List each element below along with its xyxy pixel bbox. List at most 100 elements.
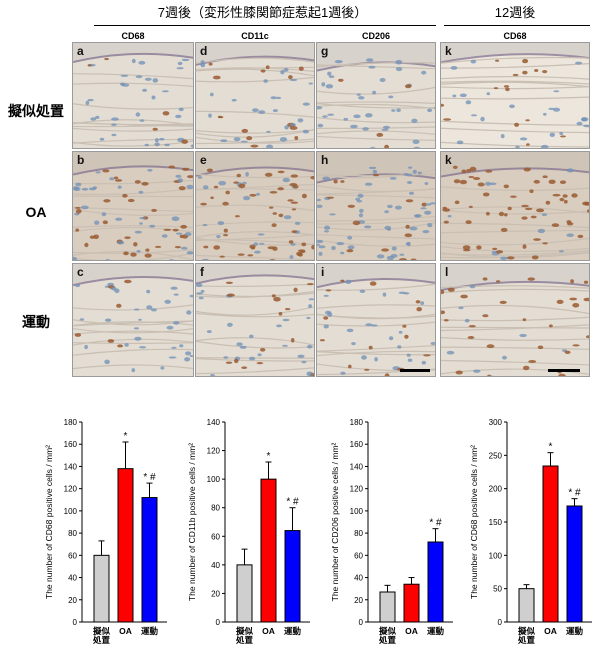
panel-letter: i <box>321 265 325 279</box>
chart-cd68-12w: 0 50 100 150 200 250 300 The number of CD68 pos… <box>469 418 592 645</box>
row-label-oa: OA <box>25 204 47 220</box>
column-label-cd11c: CD11c <box>241 31 269 41</box>
scale-bar-12w <box>548 369 580 372</box>
bar-exercise <box>284 530 301 623</box>
micrograph-cd11c-sham: d <box>195 42 315 149</box>
micrograph-cd206-exercise: i <box>316 263 436 377</box>
category-label-exercise: 運動 <box>566 626 584 636</box>
category-label-sham: 処置 <box>517 635 536 645</box>
y-tick-label: 100 <box>489 551 503 560</box>
micrograph-cd11c-exercise: f <box>195 263 315 377</box>
chart-cd68-7w: 0 20 40 60 80 100 120 140 160 180 The number of CD… <box>44 418 167 645</box>
y-tick-label: 100 <box>350 507 364 516</box>
y-axis-label: The number of CD11b positive cells / mm² <box>187 443 197 601</box>
bar-oa <box>403 583 420 623</box>
panel-letter: k <box>445 153 452 167</box>
category-label-sham: 処置 <box>378 635 397 645</box>
category-label-exercise: 運動 <box>427 626 445 636</box>
y-tick-label: 140 <box>350 462 364 471</box>
y-tick-label: 120 <box>64 485 78 494</box>
significance-mark-exercise: * # <box>143 472 156 483</box>
column-label-cd68-12w: CD68 <box>503 31 527 41</box>
y-tick-label: 200 <box>489 485 503 494</box>
micrograph-cd68-12w-sham: k <box>440 42 590 149</box>
category-label-oa: OA <box>262 626 275 636</box>
y-tick-label: 160 <box>350 440 364 449</box>
panel-letter: b <box>77 153 85 167</box>
y-tick-label: 100 <box>207 475 221 484</box>
y-tick-label: 180 <box>64 418 78 427</box>
panel-letter: h <box>321 153 329 167</box>
bar-exercise <box>566 505 583 623</box>
panel-letter: d <box>200 44 208 58</box>
bar-sham <box>236 564 253 623</box>
y-tick-label: 40 <box>68 574 77 583</box>
y-axis-label: The number of CD68 positive cells / mm² <box>469 445 479 599</box>
y-tick-label: 60 <box>68 551 77 560</box>
micrograph-cd206-sham: g <box>316 42 436 149</box>
group-underline-7-weeks <box>94 25 436 26</box>
category-label-oa: OA <box>119 626 132 636</box>
y-tick-label: 0 <box>216 618 221 627</box>
category-label-sham: 擬似 <box>93 626 111 636</box>
bar-sham <box>93 554 110 623</box>
micrograph-cd68-12w-oa: k <box>440 151 590 261</box>
category-label-oa: OA <box>544 626 557 636</box>
panel-letter: e <box>200 153 207 167</box>
y-tick-label: 140 <box>64 462 78 471</box>
bar-exercise <box>427 541 444 623</box>
y-tick-label: 120 <box>350 485 364 494</box>
panel-letter: f <box>200 265 204 279</box>
category-label-exercise: 運動 <box>141 626 159 636</box>
y-tick-label: 20 <box>211 589 220 598</box>
y-tick-label: 40 <box>211 561 220 570</box>
y-tick-label: 40 <box>354 574 363 583</box>
scale-bar-7w <box>400 369 430 372</box>
bar-exercise <box>141 497 158 623</box>
panel-letter: k <box>445 44 452 58</box>
significance-mark-oa: * <box>549 442 553 453</box>
y-tick-label: 180 <box>350 418 364 427</box>
category-label-sham: 擬似 <box>379 626 397 636</box>
y-tick-label: 50 <box>493 585 502 594</box>
micrograph-cd11c-oa: e <box>195 151 315 261</box>
category-label-sham: 擬似 <box>236 626 254 636</box>
column-label-cd206: CD206 <box>361 31 390 41</box>
y-tick-label: 80 <box>211 504 220 513</box>
y-axis-label: The number of CD68 positive cells / mm² <box>44 445 54 599</box>
bar-oa <box>260 478 277 623</box>
chart-cd206-7w: 0 20 40 60 80 100 120 140 160 180 The number of CD… <box>330 418 453 645</box>
y-tick-label: 100 <box>64 507 78 516</box>
significance-mark-exercise: * # <box>429 518 442 529</box>
y-tick-label: 0 <box>359 618 364 627</box>
y-tick-label: 250 <box>489 451 503 460</box>
y-axis-label: The number of CD206 positive cells / mm² <box>330 442 340 601</box>
bar-sham <box>379 591 396 623</box>
y-tick-label: 140 <box>207 418 221 427</box>
panel-letter: a <box>77 44 84 58</box>
bar-oa <box>117 468 134 623</box>
y-tick-label: 300 <box>489 418 503 427</box>
micrograph-cd68-7w-exercise: c <box>72 263 194 377</box>
y-tick-label: 120 <box>207 447 221 456</box>
chart-cd11b-7w: 0 20 40 60 80 100 120 140 The number of CD11b po… <box>187 418 310 645</box>
group-title-12-weeks: 12週後 <box>494 5 536 20</box>
significance-mark-exercise: * # <box>568 488 581 499</box>
category-label-sham: 処置 <box>235 635 254 645</box>
panel-letter: l <box>445 265 449 279</box>
panel-letter: g <box>321 44 329 58</box>
group-underline-12-weeks <box>444 25 590 26</box>
category-label-sham: 擬似 <box>518 626 536 636</box>
micrograph-cd68-7w-sham: a <box>72 42 194 149</box>
micrograph-cd68-7w-oa: b <box>72 151 194 261</box>
micrograph-cd206-oa: h <box>316 151 436 261</box>
y-tick-label: 20 <box>68 596 77 605</box>
panel-letter: c <box>77 265 84 279</box>
category-label-oa: OA <box>405 626 418 636</box>
y-tick-label: 0 <box>498 618 503 627</box>
bar-oa <box>542 465 559 623</box>
significance-mark-exercise: * # <box>286 497 299 508</box>
y-tick-label: 80 <box>354 529 363 538</box>
y-tick-label: 0 <box>73 618 78 627</box>
category-label-exercise: 運動 <box>284 626 302 636</box>
